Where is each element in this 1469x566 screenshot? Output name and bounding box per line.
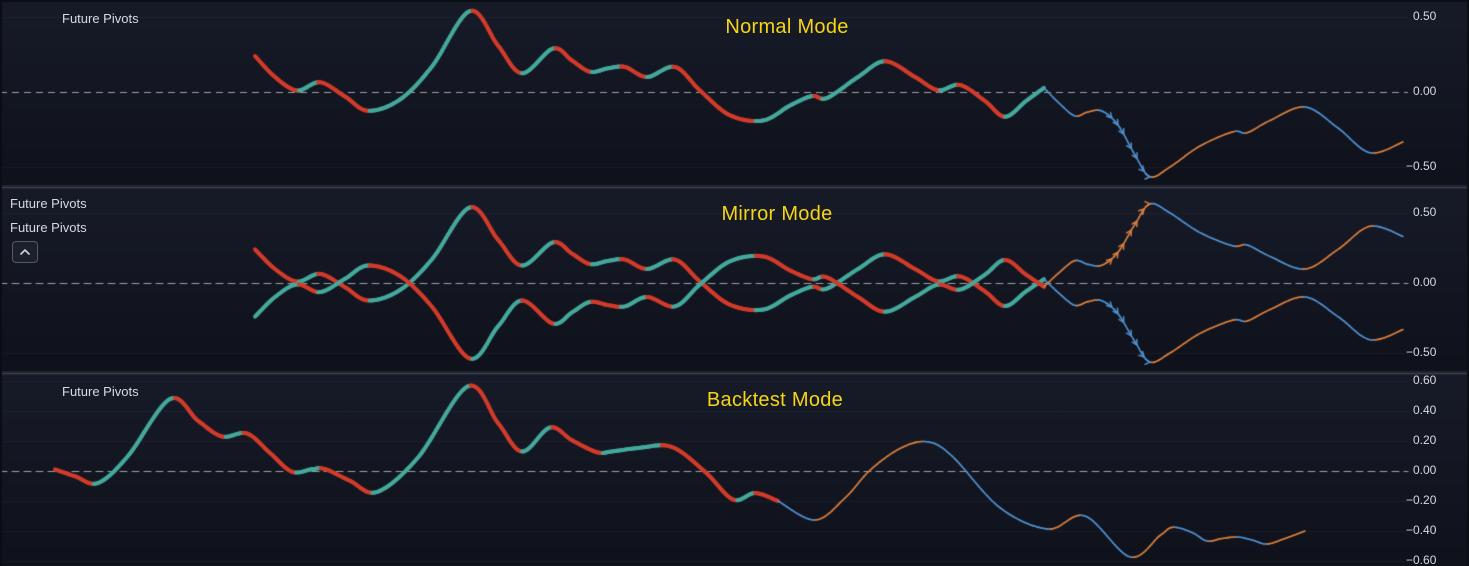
pane-title-backtest-mode: Backtest Mode	[706, 389, 844, 411]
y-axis-label: 0.60	[1413, 373, 1437, 387]
y-axis-label: −0.20	[1406, 493, 1437, 507]
y-axis-label: −0.50	[1406, 159, 1437, 173]
indicator-legend-label[interactable]: Future Pivots	[10, 220, 87, 235]
y-axis-label: −0.40	[1406, 523, 1437, 537]
indicator-legend-label[interactable]: Future Pivots	[62, 11, 139, 26]
chevron-up-icon	[19, 248, 31, 256]
y-axis-label: −0.60	[1406, 553, 1437, 566]
collapse-legend-button[interactable]	[12, 241, 38, 263]
y-axis-label: −0.50	[1406, 345, 1437, 359]
indicator-legend-label[interactable]: Future Pivots	[62, 384, 139, 399]
pane-title-normal-mode: Normal Mode	[725, 16, 849, 38]
indicator-legend-label[interactable]: Future Pivots	[10, 196, 87, 211]
y-axis-label: 0.50	[1413, 9, 1437, 23]
y-axis-label: 0.40	[1413, 403, 1437, 417]
pane-title-mirror-mode: Mirror Mode	[721, 203, 833, 225]
y-axis-label: 0.00	[1413, 463, 1437, 477]
y-axis-label: 0.20	[1413, 433, 1437, 447]
y-axis-label: 0.00	[1413, 275, 1437, 289]
y-axis-label: 0.00	[1413, 84, 1437, 98]
y-axis-label: 0.50	[1413, 205, 1437, 219]
